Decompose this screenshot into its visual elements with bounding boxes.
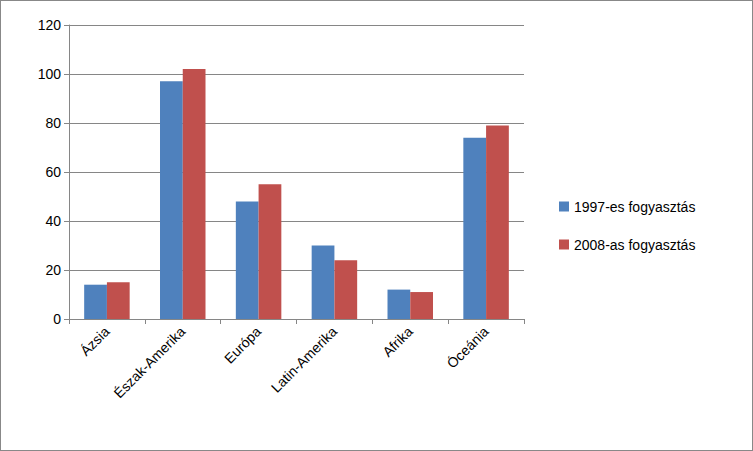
svg-text:Óceánia: Óceánia — [444, 323, 492, 371]
svg-text:0: 0 — [53, 311, 61, 327]
svg-text:Ázsia: Ázsia — [77, 323, 113, 359]
svg-text:100: 100 — [38, 66, 62, 82]
svg-text:120: 120 — [38, 17, 62, 33]
svg-text:Afrika: Afrika — [379, 323, 416, 360]
svg-text:80: 80 — [45, 115, 61, 131]
svg-text:Európa: Európa — [221, 323, 264, 366]
svg-text:40: 40 — [45, 213, 61, 229]
svg-text:60: 60 — [45, 164, 61, 180]
svg-text:Latin-Amerika: Latin-Amerika — [268, 323, 340, 395]
svg-text:1997-es fogyasztás: 1997-es fogyasztás — [574, 199, 695, 215]
svg-text:20: 20 — [45, 262, 61, 278]
svg-text:Észak-Amerika: Észak-Amerika — [111, 323, 189, 401]
svg-text:2008-as fogyasztás: 2008-as fogyasztás — [574, 237, 695, 253]
